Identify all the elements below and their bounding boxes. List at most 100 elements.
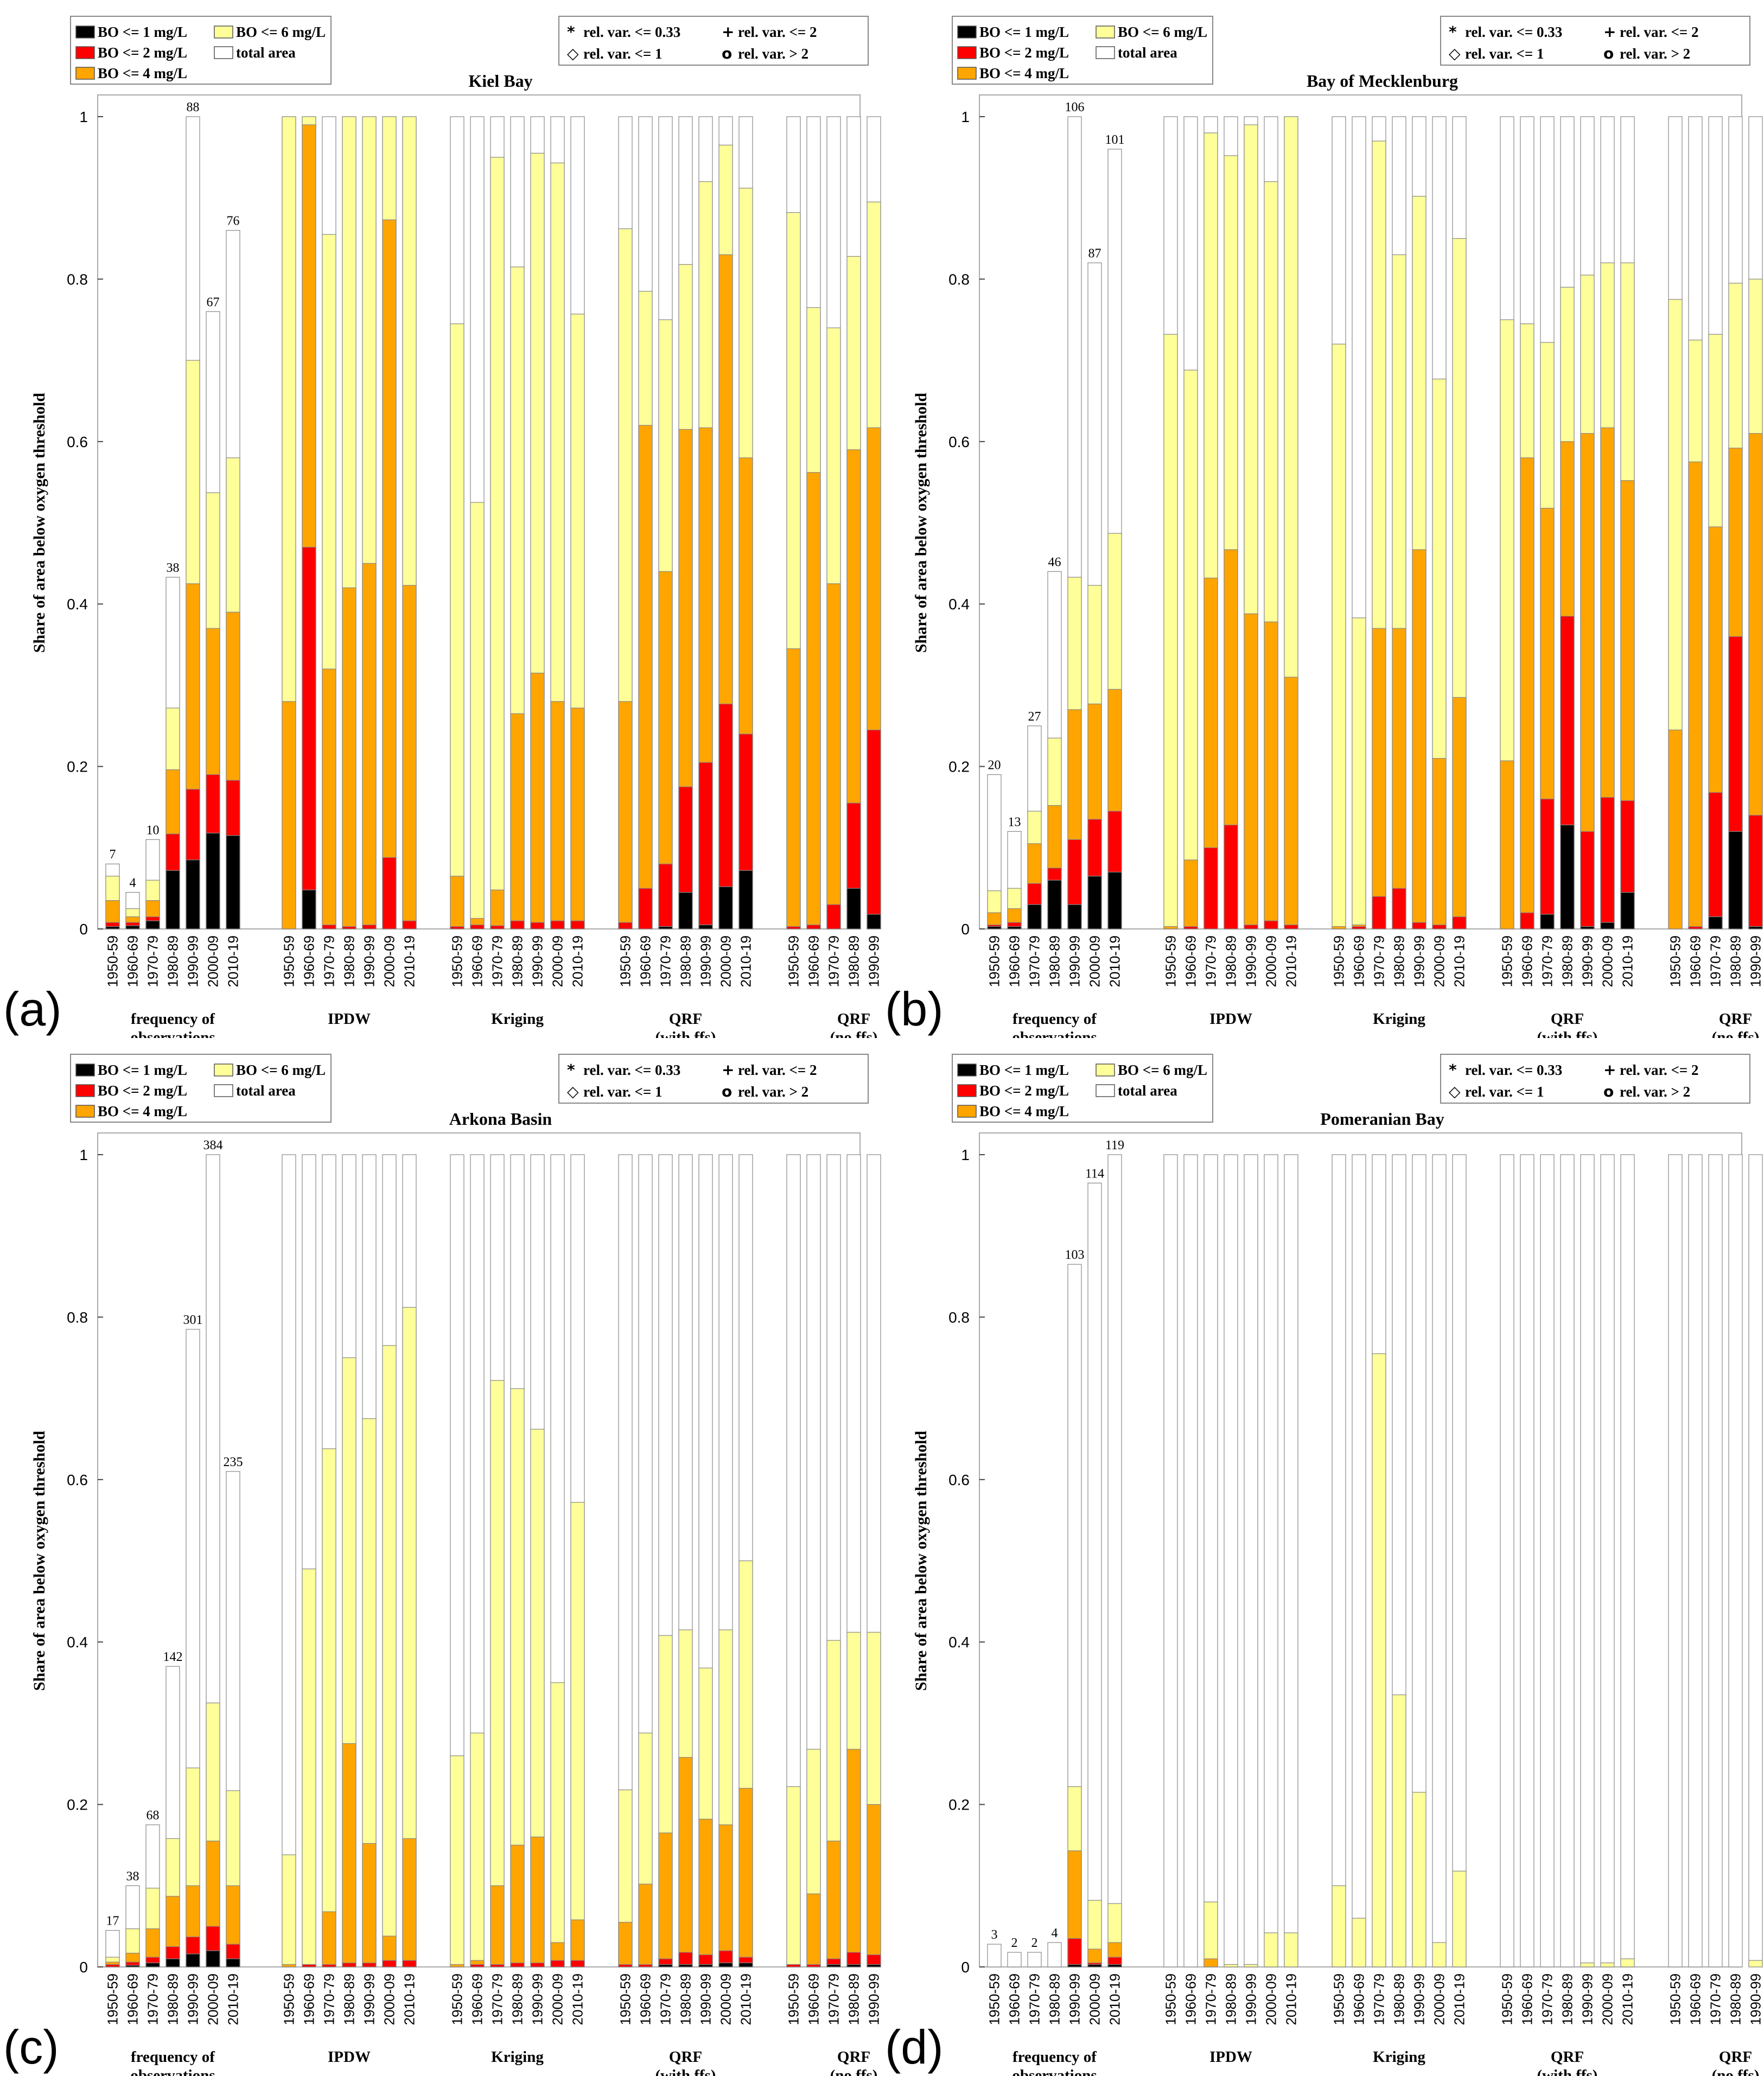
marker-legend: * rel. var. <= 0.33 + rel. var. <= 2◇ rel. v… — [558, 1054, 869, 1104]
bar-bo4 — [1163, 926, 1178, 929]
group-label: (no ffs) — [1712, 2067, 1760, 2076]
bar-bo2 — [550, 1960, 565, 1967]
bar-bo6 — [1332, 1885, 1346, 1967]
bar-bo6 — [1203, 1901, 1218, 1967]
legend-swatch-total — [214, 46, 233, 59]
x-tick-label: 1960-69 — [806, 1973, 822, 2025]
bar-bo4 — [1412, 549, 1427, 929]
bar-total — [1264, 1154, 1278, 1967]
group-label: IPDW — [328, 1010, 371, 1028]
legend-swatch-bo1 — [75, 1064, 95, 1077]
x-tick-label: 1950-59 — [1163, 1973, 1179, 2025]
x-tick-label: 1960-69 — [301, 1973, 317, 2025]
bar-bo1 — [165, 870, 180, 929]
bar-bo2 — [570, 920, 585, 929]
bar-bo2 — [302, 1964, 316, 1967]
bar-bo6 — [1224, 1964, 1238, 1967]
bar-bo4 — [550, 701, 565, 929]
x-tick-label: 2000-09 — [718, 1973, 734, 2025]
chart-title: Arkona Basin — [449, 1109, 552, 1129]
x-tick-label: 1970-79 — [1371, 935, 1387, 987]
bar-bo2 — [1203, 847, 1218, 929]
y-tick-label: 0.4 — [948, 596, 970, 613]
x-tick-label: 1990-99 — [698, 935, 714, 987]
legend-swatch-bo2 — [957, 46, 977, 59]
count-label: 67 — [207, 295, 220, 309]
x-tick-label: 2000-09 — [381, 1973, 398, 2025]
group-label: Kriging — [491, 1010, 544, 1028]
y-axis-label: Share of area below oxygen threshold — [30, 1431, 48, 1691]
x-tick-label: 2000-09 — [1600, 935, 1616, 987]
count-label: 101 — [1105, 133, 1125, 147]
bar-bo1 — [846, 888, 861, 929]
count-label: 235 — [224, 1455, 243, 1469]
bar-bo2 — [550, 920, 565, 929]
x-tick-label: 1990-99 — [361, 1973, 378, 2025]
x-tick-label: 1950-59 — [1499, 1973, 1515, 2025]
x-tick-label: 1960-69 — [125, 935, 141, 987]
x-tick-label: 1970-79 — [658, 1973, 674, 2025]
bar-bo2 — [1224, 824, 1238, 929]
bar-bo4 — [282, 1964, 296, 1967]
bar-bo2 — [570, 1960, 585, 1967]
group-label: QRF — [669, 2048, 702, 2066]
legend-label-bo1: BO <= 1 mg/L — [98, 1062, 187, 1078]
bar-bo2 — [470, 1964, 485, 1967]
x-tick-label: 1950-59 — [786, 935, 802, 987]
group-label: observations — [1012, 1029, 1097, 1038]
bar-bo4 — [510, 713, 525, 929]
group-label: QRF — [1551, 2048, 1584, 2066]
x-tick-label: 1970-79 — [1371, 1973, 1387, 2025]
bar-bo2 — [490, 925, 505, 929]
x-tick-label: 1960-69 — [469, 935, 486, 987]
bar-total — [1540, 1154, 1555, 1967]
x-tick-label: 1980-89 — [510, 935, 526, 987]
x-tick-label: 1980-89 — [1047, 935, 1063, 987]
bar-bo2 — [618, 922, 633, 929]
x-tick-label: 1950-59 — [986, 935, 1003, 987]
chart-svg: 0 0.2 0.4 0.6 0.8 1 1950-59 7 1960-69 4 1970-79 10 1… — [3, 16, 882, 1038]
group-label: (no ffs) — [830, 2067, 878, 2076]
panel-letter: (a) — [3, 982, 62, 1036]
x-tick-label: 1960-69 — [1351, 935, 1367, 987]
x-tick-label: 2010-19 — [1107, 1973, 1123, 2025]
count-label: 88 — [187, 100, 200, 114]
count-label: 38 — [167, 561, 180, 575]
x-tick-label: 1970-79 — [1027, 935, 1043, 987]
legend-swatch-bo6 — [1096, 26, 1115, 39]
x-tick-label: 1980-89 — [1559, 1973, 1576, 2025]
x-tick-label: 1950-59 — [1331, 935, 1347, 987]
bar-bo4 — [450, 1964, 464, 1967]
bar-bo6 — [1183, 370, 1198, 929]
x-tick-label: 2000-09 — [1431, 1973, 1448, 2025]
bar-bo1 — [1540, 914, 1555, 929]
x-tick-label: 2010-19 — [1283, 935, 1300, 987]
count-label: 76 — [227, 214, 240, 228]
x-tick-label: 1970-79 — [826, 935, 842, 987]
x-tick-label: 1980-89 — [846, 1973, 862, 2025]
marker-symbol-rv1: ◇ — [567, 44, 579, 62]
x-tick-label: 1980-89 — [1559, 935, 1576, 987]
x-tick-label: 1980-89 — [165, 1973, 181, 2025]
bar-bo1 — [658, 1964, 673, 1967]
bar-bo4 — [638, 1883, 653, 1967]
bar-bo2 — [1748, 814, 1763, 929]
bar-total — [1668, 1154, 1683, 1967]
bar-bo1 — [987, 926, 1002, 929]
x-tick-label: 1980-89 — [1728, 1973, 1744, 2025]
x-tick-label: 1970-79 — [145, 1973, 161, 2025]
legend-label-bo4: BO <= 4 mg/L — [979, 65, 1069, 81]
x-tick-label: 2000-09 — [205, 1973, 221, 2025]
bar-bo2 — [638, 888, 653, 929]
x-tick-label: 1980-89 — [341, 1973, 358, 2025]
bar-bo4 — [826, 1841, 841, 1967]
legend-swatch-total — [1096, 1084, 1115, 1097]
bar-bo6 — [786, 1786, 801, 1967]
marker-symbol-rvgt2: o — [722, 44, 732, 62]
x-tick-label: 2010-19 — [570, 1973, 586, 2025]
legend-label-bo6: BO <= 6 mg/L — [236, 1062, 326, 1078]
x-tick-label: 1970-79 — [1708, 935, 1724, 987]
bar-bo1 — [125, 1965, 140, 1967]
bar-bo4 — [530, 672, 545, 929]
bar-total — [1183, 1154, 1198, 1967]
